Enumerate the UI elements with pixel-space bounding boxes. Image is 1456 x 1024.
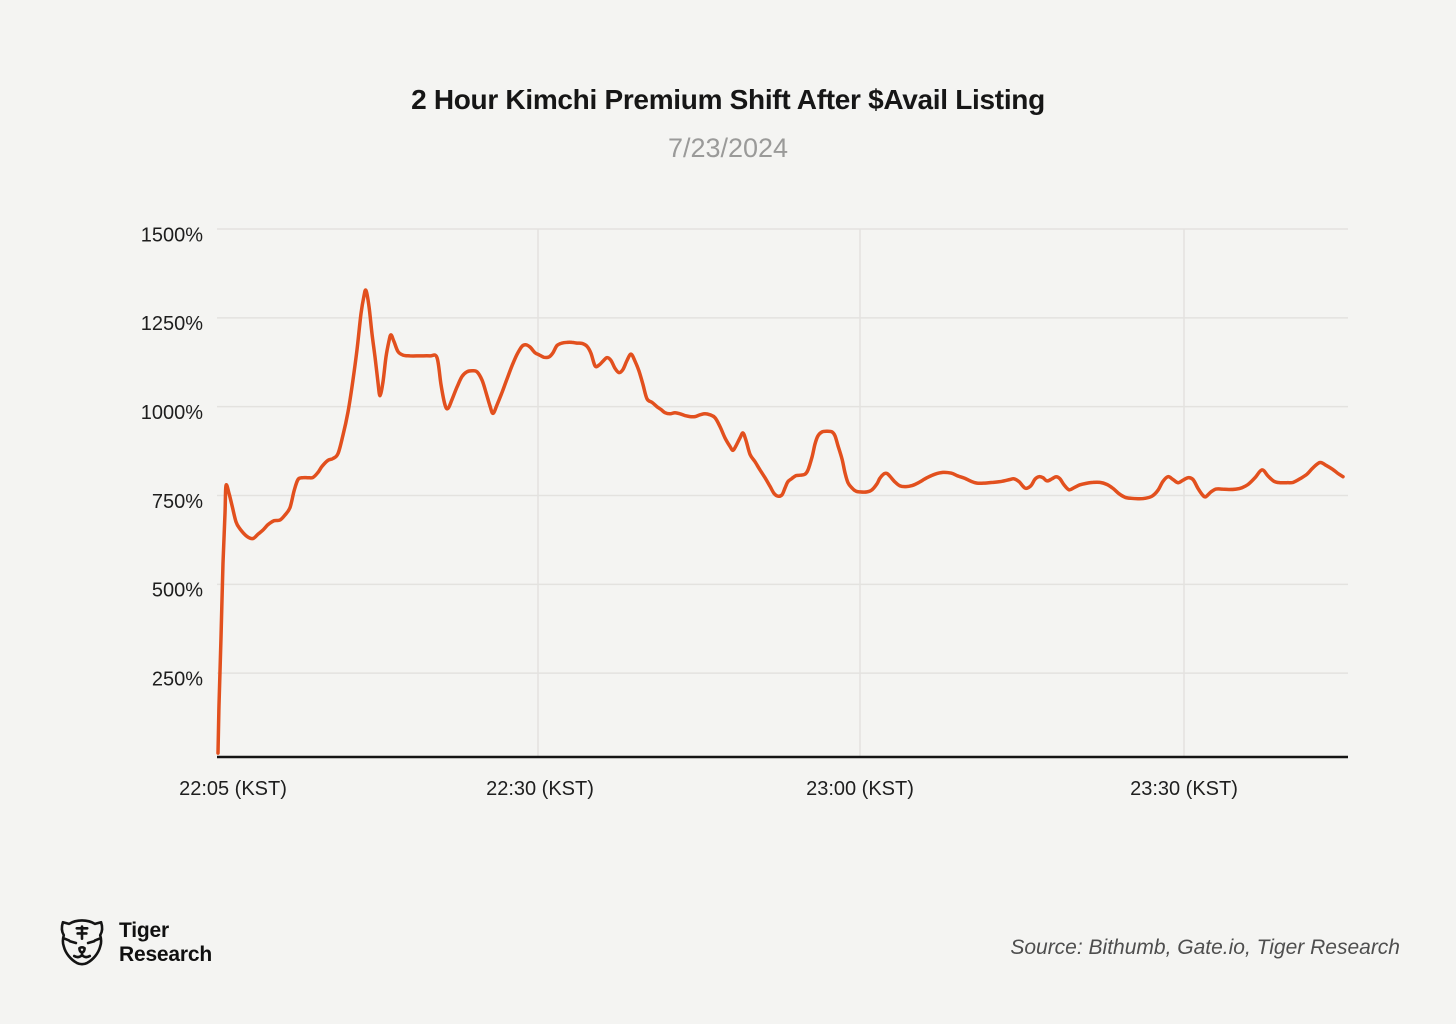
x-axis-label: 22:05 (KST): [179, 778, 287, 800]
y-axis-label: 250%: [152, 668, 203, 690]
tiger-face-icon: [60, 919, 104, 966]
chart-title: 2 Hour Kimchi Premium Shift After $Avail…: [411, 84, 1045, 115]
y-axis-label: 750%: [152, 491, 203, 513]
y-axis-label: 500%: [152, 580, 203, 602]
x-axis-label: 23:00 (KST): [806, 778, 914, 800]
logo-line-1: Tiger: [119, 919, 169, 942]
y-axis-label: 1250%: [141, 313, 203, 335]
x-axis-label: 22:30 (KST): [486, 778, 594, 800]
premium-line: [216, 288, 1345, 755]
y-axis-label: 1000%: [141, 402, 203, 424]
logo-line-2: Research: [119, 943, 212, 966]
y-axis-label: 1500%: [141, 224, 203, 246]
logo-wordmark: Tiger Research: [119, 919, 212, 967]
source-attribution: Source: Bithumb, Gate.io, Tiger Research: [1010, 936, 1400, 959]
tiger-research-logo: Tiger Research: [56, 916, 212, 970]
x-axis-label: 23:30 (KST): [1130, 778, 1238, 800]
chart-subtitle: 7/23/2024: [667, 133, 789, 163]
